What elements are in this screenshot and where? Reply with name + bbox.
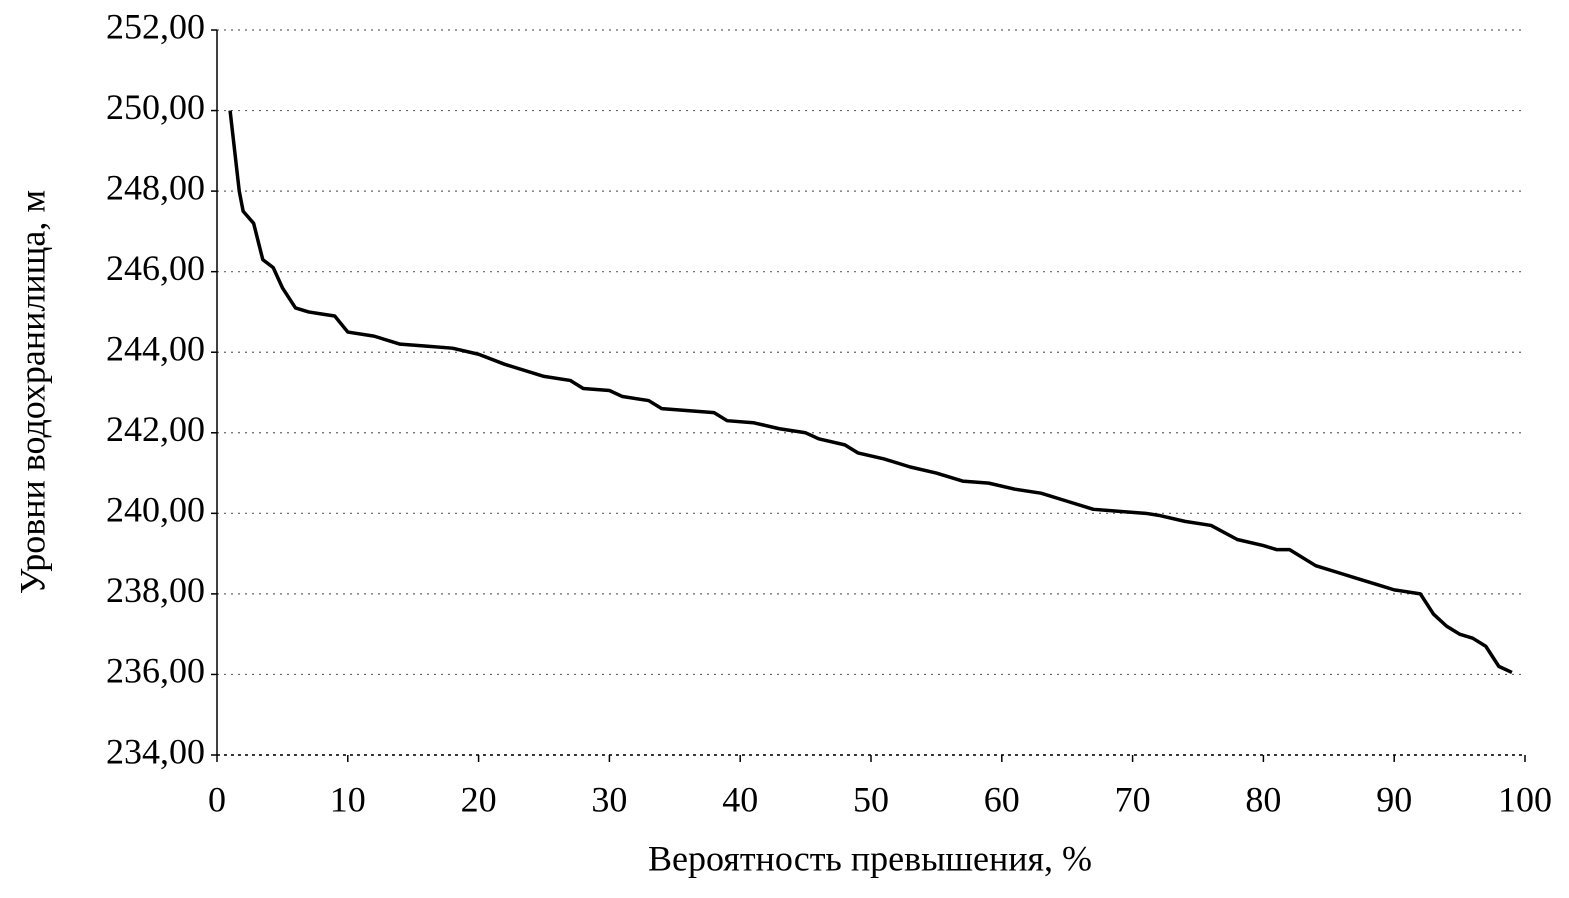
y-tick-label: 234,00 bbox=[106, 731, 205, 771]
y-axis-label: Уровни водохранилища, м bbox=[12, 190, 52, 594]
y-tick-label: 250,00 bbox=[106, 87, 205, 127]
x-tick-label: 80 bbox=[1245, 779, 1281, 819]
y-tick-label: 246,00 bbox=[106, 248, 205, 288]
x-tick-label: 40 bbox=[722, 779, 758, 819]
y-tick-label: 238,00 bbox=[106, 570, 205, 610]
data-line bbox=[228, 110, 1513, 675]
y-tick-label: 248,00 bbox=[106, 167, 205, 207]
y-tick-label: 242,00 bbox=[106, 409, 205, 449]
x-tick-label: 30 bbox=[591, 779, 627, 819]
x-tick-label: 50 bbox=[853, 779, 889, 819]
y-tick-label: 252,00 bbox=[106, 6, 205, 46]
x-tick-label: 90 bbox=[1376, 779, 1412, 819]
x-axis-label: Вероятность превышения, % bbox=[648, 838, 1092, 878]
y-tick-label: 236,00 bbox=[106, 651, 205, 691]
x-tick-label: 20 bbox=[461, 779, 497, 819]
x-tick-label: 0 bbox=[208, 779, 226, 819]
y-tick-label: 240,00 bbox=[106, 490, 205, 530]
x-tick-label: 60 bbox=[984, 779, 1020, 819]
x-tick-label: 100 bbox=[1498, 779, 1552, 819]
x-tick-label: 70 bbox=[1115, 779, 1151, 819]
y-tick-label: 244,00 bbox=[106, 328, 205, 368]
x-tick-label: 10 bbox=[330, 779, 366, 819]
